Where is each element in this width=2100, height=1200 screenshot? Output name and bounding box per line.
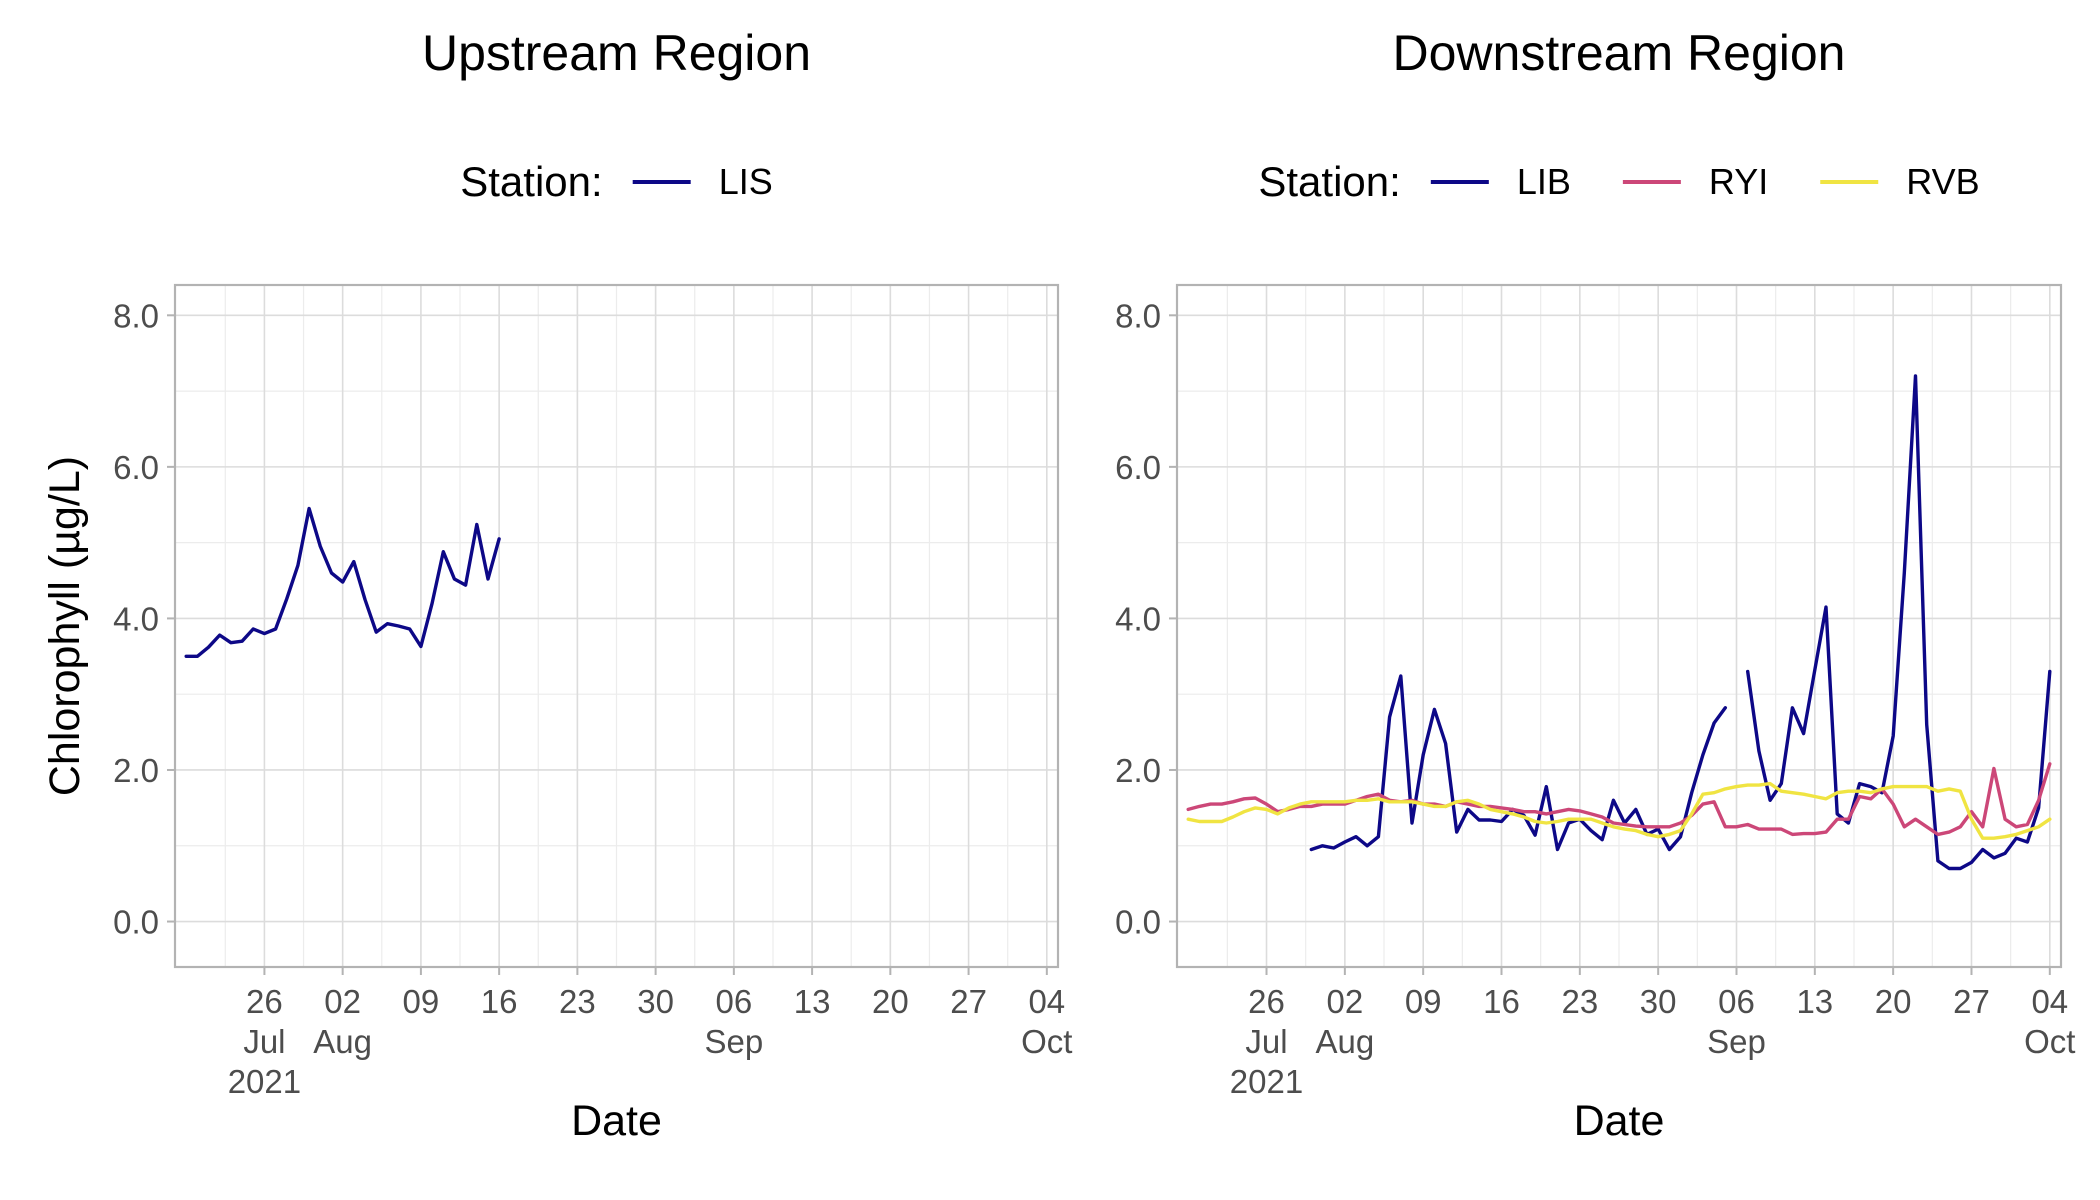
series-line-ryi (1186, 762, 2052, 837)
legend-title: Station: (460, 158, 602, 205)
y-tick-label: 8.0 (113, 297, 159, 334)
legend-title: Station: (1258, 158, 1400, 205)
panel-title-downstream: Downstream Region (1393, 25, 1846, 81)
x-tick-label: 16 (481, 983, 518, 1020)
x-tick-label: 02 Aug (313, 983, 372, 1060)
x-tick-label: 30 (1640, 983, 1677, 1020)
x-tick-label: 04 Oct (2024, 983, 2075, 1060)
y-axis-title: Chlorophyll (µg/L) (41, 456, 89, 796)
y-tick-label: 2.0 (1115, 752, 1161, 789)
x-tick-label: 09 (403, 983, 440, 1020)
legend-label-rvb: RVB (1906, 161, 1979, 202)
x-tick-label: 06 Sep (1707, 983, 1766, 1060)
legend-label-lis: LIS (719, 161, 773, 202)
x-tick-label: 13 (794, 983, 831, 1020)
upstream-panel: Upstream Region Station: LIS 0.0 2.0 4.0 6.0… (41, 25, 1072, 1145)
x-axis-title-upstream: Date (571, 1097, 662, 1145)
downstream-panel: Downstream Region Station: LIB RYI RVB 0.0 2… (1115, 25, 2075, 1145)
series-line-rvb (1186, 781, 2052, 840)
x-tick-label: 26 Jul 2021 (228, 983, 301, 1100)
y-tick-label: 4.0 (113, 600, 159, 637)
x-tick-label: 23 (559, 983, 596, 1020)
x-tick-label: 27 (1953, 983, 1990, 1020)
legend-label-ryi: RYI (1709, 161, 1768, 202)
panel-title-upstream: Upstream Region (422, 25, 811, 81)
y-tick-label: 6.0 (1115, 449, 1161, 486)
legend-upstream: Station: LIS (460, 158, 772, 205)
x-tick-label: 06 Sep (705, 983, 764, 1060)
panel-border (1175, 283, 2063, 969)
x-tick-label: 20 (1875, 983, 1912, 1020)
x-tick-label: 20 (872, 983, 909, 1020)
legend-label-lib: LIB (1517, 161, 1571, 202)
x-tick-label: 16 (1483, 983, 1520, 1020)
x-tick-label: 04 Oct (1021, 983, 1072, 1060)
x-tick-label: 13 (1796, 983, 1833, 1020)
y-tick-label: 0.0 (113, 904, 159, 941)
x-tick-label: 23 (1561, 983, 1598, 1020)
legend-downstream: Station: LIB RYI RVB (1258, 158, 1979, 205)
x-axis-title-downstream: Date (1574, 1097, 1665, 1145)
x-tick-label: 30 (637, 983, 674, 1020)
x-tick-label: 09 (1405, 983, 1442, 1020)
series-line-lib (1309, 674, 1727, 852)
series-line-lis (184, 506, 501, 658)
y-tick-label: 0.0 (1115, 904, 1161, 941)
y-tick-label: 8.0 (1115, 297, 1161, 334)
x-tick-label: 27 (950, 983, 987, 1020)
panel-border (173, 283, 1060, 969)
x-tick-label: 26 Jul 2021 (1230, 983, 1303, 1100)
x-tick-label: 02 Aug (1315, 983, 1374, 1060)
y-tick-label: 4.0 (1115, 600, 1161, 637)
series-line-lib (1746, 374, 2052, 871)
y-tick-label: 2.0 (113, 752, 159, 789)
y-tick-label: 6.0 (113, 449, 159, 486)
